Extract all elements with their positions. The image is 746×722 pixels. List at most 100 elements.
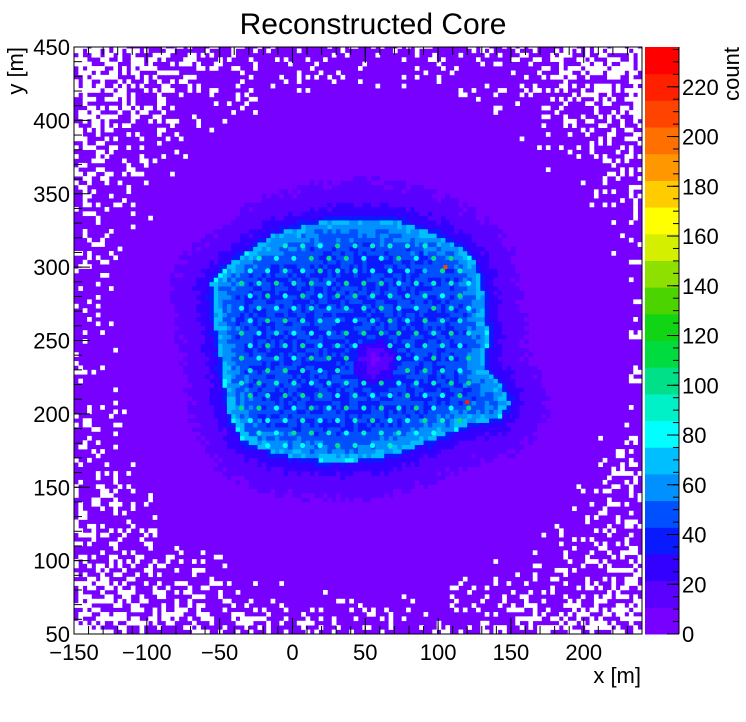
detector-spot <box>413 430 419 436</box>
detector-spot <box>300 442 306 449</box>
detector-spot <box>361 380 367 386</box>
detector-spot <box>439 318 446 324</box>
detector-spot <box>413 255 419 261</box>
detector-spot <box>352 343 358 349</box>
detector-spot <box>291 280 297 286</box>
colorbar-segment <box>645 580 679 608</box>
colorbar-tick-label: 0 <box>682 622 694 647</box>
detector-spot <box>431 355 437 361</box>
colorbar-segment <box>645 553 679 582</box>
detector-spot <box>335 268 341 274</box>
detector-spot <box>448 330 454 336</box>
colorbar-tick-label: 40 <box>682 523 706 548</box>
detector-spot <box>439 343 446 349</box>
colorbar-tick-label: 100 <box>682 373 719 398</box>
detector-spot <box>457 343 463 349</box>
detector-spot <box>387 268 393 274</box>
detector-spot <box>404 243 411 249</box>
hot-spot <box>443 265 448 270</box>
detector-spot <box>265 417 271 424</box>
detector-spot <box>343 405 349 411</box>
detector-spot <box>326 380 332 386</box>
detector-spot <box>404 343 411 349</box>
detector-spot <box>335 417 341 424</box>
detector-spot <box>265 318 271 324</box>
detector-spot <box>448 405 454 411</box>
x-tick-label: 100 <box>420 640 457 665</box>
detector-spot <box>317 392 323 399</box>
detector-spot <box>352 243 358 249</box>
detector-spot <box>282 293 288 299</box>
detector-spot <box>343 330 349 336</box>
detector-spot <box>378 380 384 386</box>
y-tick-label: 300 <box>33 255 70 280</box>
detector-spot <box>387 243 393 249</box>
detector-spot <box>387 343 393 349</box>
detector-spot <box>317 367 323 374</box>
detector-spot <box>439 268 446 274</box>
detector-spot <box>387 392 393 399</box>
detector-spot <box>291 305 297 311</box>
detector-spot <box>265 442 271 449</box>
x-tick-label: −150 <box>49 640 99 665</box>
detector-spot <box>282 318 288 324</box>
detector-spot <box>431 280 437 286</box>
y-tick-label: 250 <box>33 329 70 354</box>
detector-spot <box>308 305 314 311</box>
detector-spot <box>448 255 454 261</box>
detector-spot <box>396 430 402 436</box>
x-tick-label: 50 <box>353 640 377 665</box>
detector-spot <box>317 442 323 449</box>
detector-spot <box>378 280 384 286</box>
detector-spot <box>317 343 323 349</box>
detector-spot <box>317 417 323 424</box>
detector-spot <box>422 318 428 324</box>
detector-spot <box>457 293 463 299</box>
detector-spot <box>431 305 437 311</box>
detector-spot <box>256 305 262 311</box>
detector-spot <box>265 268 271 274</box>
detector-spot <box>413 305 419 311</box>
detector-spot <box>457 268 463 274</box>
detector-spot <box>396 355 402 361</box>
detector-spot <box>273 430 280 436</box>
detector-spot <box>457 367 463 374</box>
detector-spot <box>352 392 358 399</box>
detector-spot <box>335 367 341 374</box>
detector-spot <box>448 305 454 311</box>
detector-spot <box>256 430 262 436</box>
detector-spot <box>448 355 454 361</box>
x-tick-label: −100 <box>122 640 172 665</box>
colorbar-segment <box>645 340 679 368</box>
detector-spot <box>343 430 349 436</box>
hot-spot <box>465 400 470 405</box>
detector-spot <box>282 392 288 399</box>
detector-spot <box>308 380 314 386</box>
detector-spot <box>361 430 367 436</box>
detector-spot <box>291 330 297 336</box>
detector-spot <box>431 255 437 261</box>
detector-spot <box>247 417 253 424</box>
detector-spot <box>361 255 367 261</box>
colorbar-segment <box>645 100 679 128</box>
detector-spot <box>335 318 341 324</box>
detector-spot <box>326 355 332 361</box>
detector-spot <box>265 293 271 299</box>
colorbar-segment <box>645 393 679 422</box>
detector-spot <box>457 392 463 399</box>
detector-spot <box>369 243 376 249</box>
detector-spot <box>422 243 428 249</box>
detector-spot <box>265 392 271 399</box>
detector-spot <box>378 255 384 261</box>
detector-spot <box>282 417 288 424</box>
colorbar-label: count <box>719 47 744 101</box>
detector-spot <box>247 367 253 374</box>
detector-spot <box>361 330 367 336</box>
detector-spot <box>291 430 297 436</box>
detector-spot <box>404 417 411 424</box>
detector-spot <box>256 255 262 261</box>
detector-spot <box>404 293 411 299</box>
detector-spot <box>396 405 402 411</box>
detector-spot <box>238 305 245 311</box>
detector-spot <box>317 318 323 324</box>
